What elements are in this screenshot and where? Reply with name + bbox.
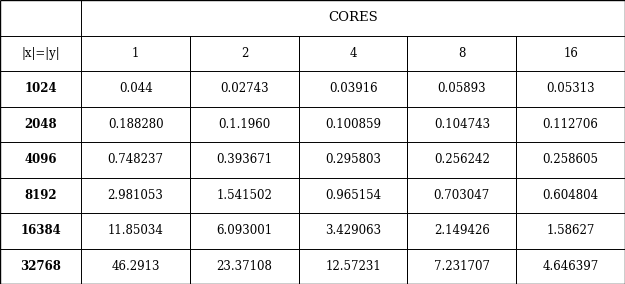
Text: 0.1.1960: 0.1.1960 [218, 118, 271, 131]
Text: 2: 2 [241, 47, 248, 60]
Text: 6.093001: 6.093001 [216, 224, 272, 237]
Text: 32768: 32768 [20, 260, 61, 273]
Text: 0.100859: 0.100859 [325, 118, 381, 131]
Text: 0.703047: 0.703047 [434, 189, 490, 202]
Text: 11.85034: 11.85034 [107, 224, 164, 237]
Text: 0.05893: 0.05893 [438, 82, 486, 95]
Text: 0.044: 0.044 [119, 82, 152, 95]
Text: 0.604804: 0.604804 [542, 189, 599, 202]
Text: 0.295803: 0.295803 [325, 153, 381, 166]
Text: 8192: 8192 [24, 189, 57, 202]
Text: 2.981053: 2.981053 [107, 189, 164, 202]
Text: 1.58627: 1.58627 [546, 224, 595, 237]
Text: 2.149426: 2.149426 [434, 224, 490, 237]
Text: 0.112706: 0.112706 [542, 118, 599, 131]
Text: 23.37108: 23.37108 [216, 260, 272, 273]
Text: 0.02743: 0.02743 [220, 82, 269, 95]
Text: 8: 8 [458, 47, 466, 60]
Text: CORES: CORES [328, 11, 378, 24]
Text: 7.231707: 7.231707 [434, 260, 490, 273]
Text: 16384: 16384 [20, 224, 61, 237]
Text: 0.03916: 0.03916 [329, 82, 378, 95]
Text: 1: 1 [132, 47, 139, 60]
Text: 46.2913: 46.2913 [111, 260, 160, 273]
Text: 1024: 1024 [24, 82, 57, 95]
Text: 3.429063: 3.429063 [325, 224, 381, 237]
Text: 0.188280: 0.188280 [108, 118, 164, 131]
Text: |x|=|y|: |x|=|y| [21, 47, 60, 60]
Text: 4096: 4096 [24, 153, 57, 166]
Text: 0.965154: 0.965154 [325, 189, 381, 202]
Text: 0.258605: 0.258605 [542, 153, 599, 166]
Text: 0.748237: 0.748237 [107, 153, 164, 166]
Text: 2048: 2048 [24, 118, 57, 131]
Text: 0.256242: 0.256242 [434, 153, 490, 166]
Text: 0.05313: 0.05313 [546, 82, 595, 95]
Text: 4: 4 [349, 47, 357, 60]
Text: 0.393671: 0.393671 [216, 153, 272, 166]
Text: 4.646397: 4.646397 [542, 260, 599, 273]
Text: 1.541502: 1.541502 [216, 189, 272, 202]
Text: 16: 16 [563, 47, 578, 60]
Text: 0.104743: 0.104743 [434, 118, 490, 131]
Text: 12.57231: 12.57231 [325, 260, 381, 273]
